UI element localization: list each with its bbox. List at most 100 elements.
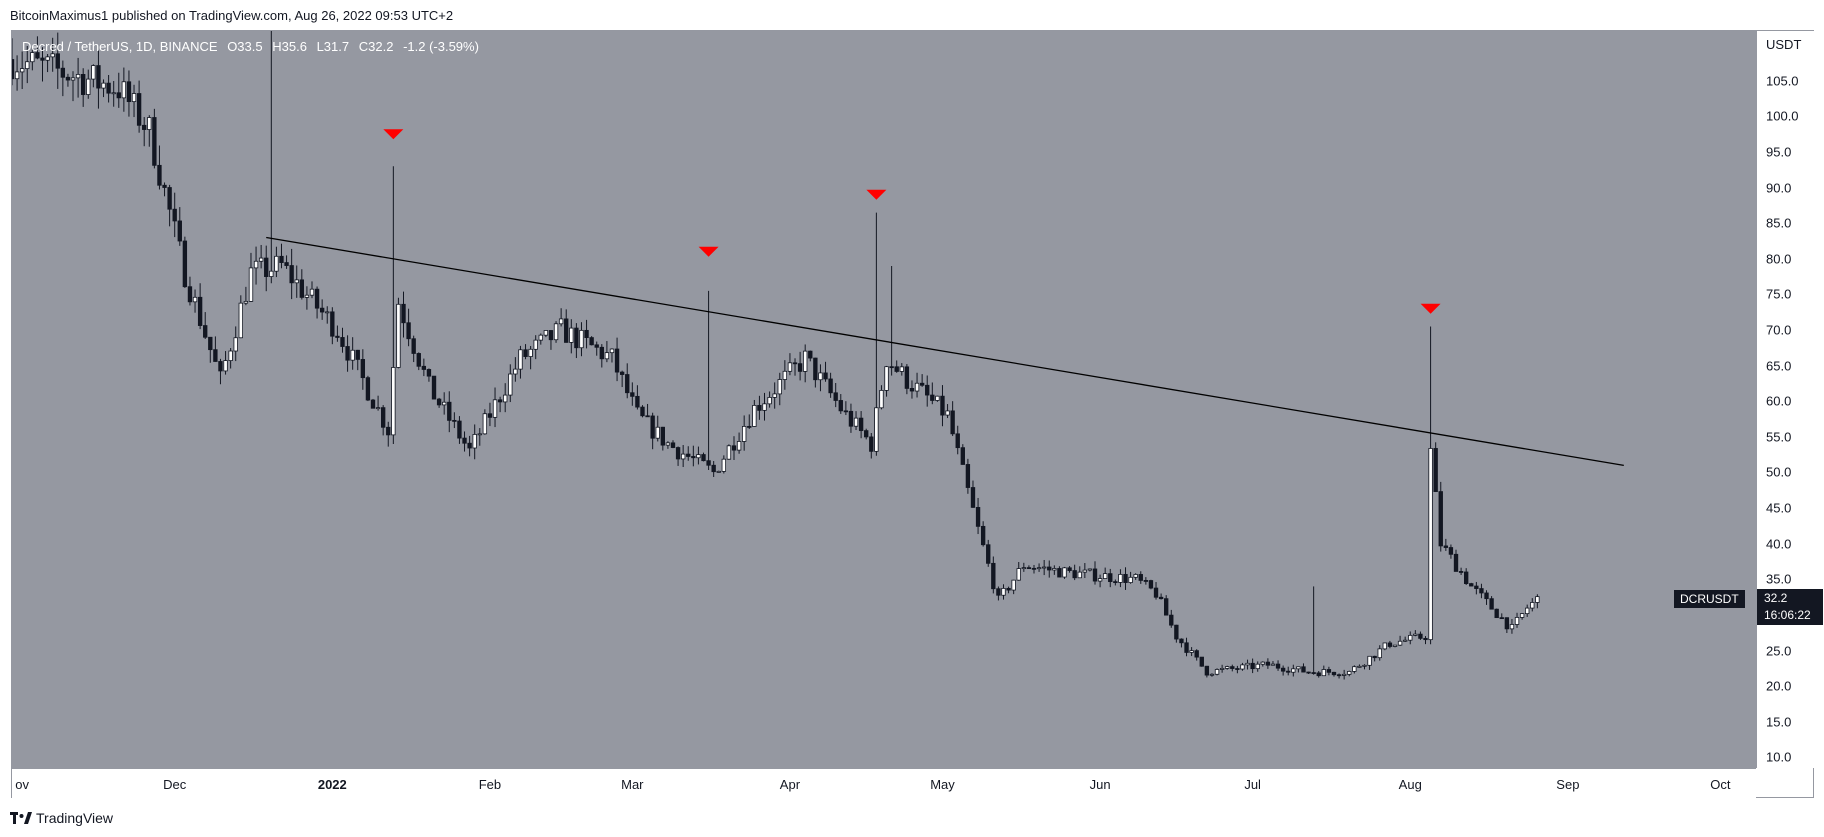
candle-body (1428, 448, 1433, 641)
price-chart[interactable] (12, 31, 1756, 768)
candle (106, 74, 111, 103)
candle (365, 375, 371, 402)
open-value: O33.5 (227, 39, 263, 54)
candle-body (1057, 568, 1062, 578)
candle-body (1001, 587, 1006, 596)
candle (187, 276, 193, 306)
candle (218, 358, 223, 385)
candle-body (152, 117, 157, 166)
candle-body (442, 401, 447, 406)
candle (370, 398, 376, 409)
candle-body (91, 65, 96, 80)
candle-body (248, 267, 254, 302)
candle (1189, 647, 1194, 657)
candle-body (264, 257, 269, 277)
candle-body (96, 65, 101, 89)
candle (1199, 656, 1204, 667)
candle (197, 283, 203, 330)
candle-body (1418, 633, 1423, 639)
candle (838, 394, 843, 414)
candle (975, 497, 981, 535)
candle-body (792, 362, 798, 365)
candle-body (660, 426, 666, 446)
ticker-badge: DCRUSDT (1674, 590, 1745, 609)
candle-body (1362, 664, 1367, 667)
candle (406, 308, 411, 347)
candle-body (330, 311, 335, 337)
candle-body (680, 453, 686, 460)
candle (258, 244, 264, 269)
candle (1464, 568, 1469, 585)
candle (696, 446, 701, 465)
candle-body (1514, 617, 1520, 625)
candle-body (869, 436, 874, 452)
candle (340, 327, 345, 353)
candle (269, 31, 274, 284)
candle-body (538, 334, 543, 341)
candle (1316, 671, 1321, 678)
candle (660, 426, 666, 451)
descending-resistance-line (266, 236, 1624, 467)
candle (609, 348, 615, 363)
low-value: L31.7 (316, 39, 350, 54)
candle (380, 405, 386, 436)
tradingview-brand[interactable]: TradingView (10, 810, 113, 826)
candle-body (1062, 567, 1067, 578)
candle (50, 37, 55, 72)
candle-body (1270, 663, 1276, 666)
candle-body (1011, 579, 1016, 591)
pair-label: Decred / TetherUS, 1D, BINANCE (22, 39, 218, 54)
candle (853, 411, 859, 431)
candle-body (1036, 567, 1042, 570)
candle-body (81, 74, 86, 95)
candle (233, 326, 238, 362)
candle (523, 344, 528, 360)
candle-body (86, 78, 91, 95)
candle-body (147, 117, 152, 130)
candle-body (289, 265, 294, 284)
candle (289, 248, 294, 300)
candle-body (1148, 580, 1154, 589)
time-scale[interactable]: ov Dec 2022 Feb Mar Apr May Jun Jul Aug Sep Oct (12, 768, 1756, 799)
candle-body (1392, 644, 1398, 647)
candle-body (955, 433, 960, 449)
candle-body (523, 349, 528, 357)
candle-body (1357, 665, 1362, 668)
candle-body (1301, 666, 1306, 673)
candle-body (752, 405, 757, 427)
candle-body (1077, 571, 1082, 579)
candle-body (772, 393, 777, 398)
candle-body (914, 382, 920, 392)
candle (955, 425, 960, 455)
candle (625, 363, 630, 399)
candle-body (1469, 583, 1474, 587)
candle (1474, 581, 1479, 595)
candle (1108, 568, 1113, 588)
candle-body (162, 184, 167, 188)
candle (741, 415, 747, 451)
candle (899, 363, 904, 376)
candle-body (706, 460, 711, 466)
candle-body (55, 53, 60, 69)
candle (396, 297, 401, 369)
candle (879, 385, 884, 410)
candle-body (335, 335, 340, 338)
candle (1382, 642, 1388, 651)
candle (203, 312, 208, 340)
resistance-markers (383, 129, 1441, 314)
candle-body (462, 437, 467, 444)
candle (1509, 619, 1515, 634)
candle-body (1474, 585, 1479, 589)
candle (1530, 598, 1535, 612)
candle (777, 372, 782, 406)
candle-body (25, 61, 30, 70)
candle-body (940, 395, 945, 416)
candle (1077, 566, 1082, 579)
candle (889, 265, 894, 376)
candle-body (655, 426, 660, 439)
candle-body (65, 76, 71, 81)
candle (1499, 613, 1504, 620)
price-scale[interactable]: USDT 105.0 100.0 95.0 90.0 85.0 80.0 75.0 70.0 6… (1756, 31, 1823, 768)
candle-body (304, 294, 310, 298)
chart-frame[interactable]: Decred / TetherUS, 1D, BINANCE O33.5 H35… (11, 30, 1823, 799)
